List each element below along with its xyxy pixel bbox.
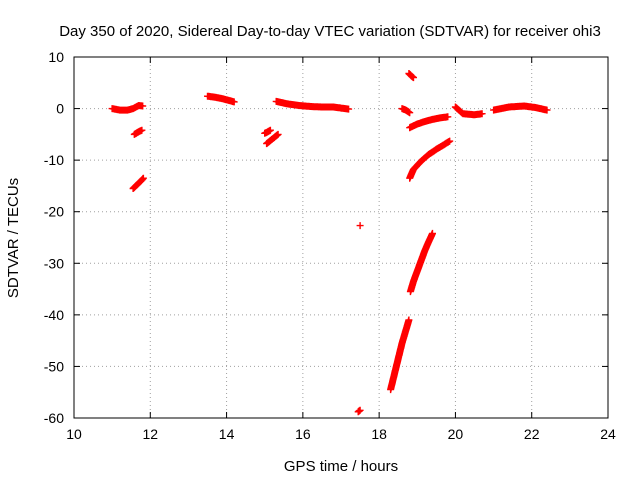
data-point-group (204, 92, 238, 106)
y-tick-label: -50 (44, 358, 64, 374)
x-axis-title: GPS time / hours (284, 458, 398, 475)
data-point-group (263, 130, 282, 148)
chart-title: Day 350 of 2020, Sidereal Day-to-day VTE… (59, 23, 601, 40)
y-tick-label: 10 (48, 49, 64, 65)
data-point-group (406, 229, 436, 296)
data-point-group (130, 126, 146, 138)
y-tick-label: -30 (44, 255, 64, 271)
y-tick-label: -10 (44, 152, 64, 168)
y-tick-label: -60 (44, 410, 64, 426)
x-tick-label: 14 (219, 426, 235, 442)
y-tick-label: -40 (44, 307, 64, 323)
data-point-group (406, 113, 452, 132)
data-point-group (387, 316, 413, 394)
data-point-group (398, 105, 414, 117)
x-tick-label: 18 (371, 426, 387, 442)
data-point-group (405, 70, 417, 82)
y-tick-label: 0 (56, 101, 64, 117)
x-tick-label: 12 (142, 426, 158, 442)
data-point-group (261, 126, 274, 137)
data-point-group (406, 137, 454, 182)
x-tick-label: 22 (524, 426, 540, 442)
ticks (73, 56, 609, 419)
tick-labels: 10 12 14 16 18 20 22 24 10 0 -10 -20 -30 -40 -50 -60 (44, 49, 616, 442)
y-tick-label: -20 (44, 204, 64, 220)
data-point-group (272, 97, 353, 113)
data-point-group (129, 174, 147, 192)
x-tick-label: 24 (600, 426, 616, 442)
data-point-group (451, 103, 486, 119)
data-point-group (354, 406, 364, 416)
x-tick-label: 16 (295, 426, 311, 442)
x-tick-label: 20 (448, 426, 464, 442)
x-tick-label: 10 (66, 426, 82, 442)
plot-frame (73, 56, 609, 419)
data-point-group (490, 102, 551, 114)
data-point-group (108, 102, 147, 114)
data-point-group (356, 222, 364, 230)
data-points (108, 70, 551, 416)
y-axis-title: SDTVAR / TECUs (5, 178, 22, 298)
